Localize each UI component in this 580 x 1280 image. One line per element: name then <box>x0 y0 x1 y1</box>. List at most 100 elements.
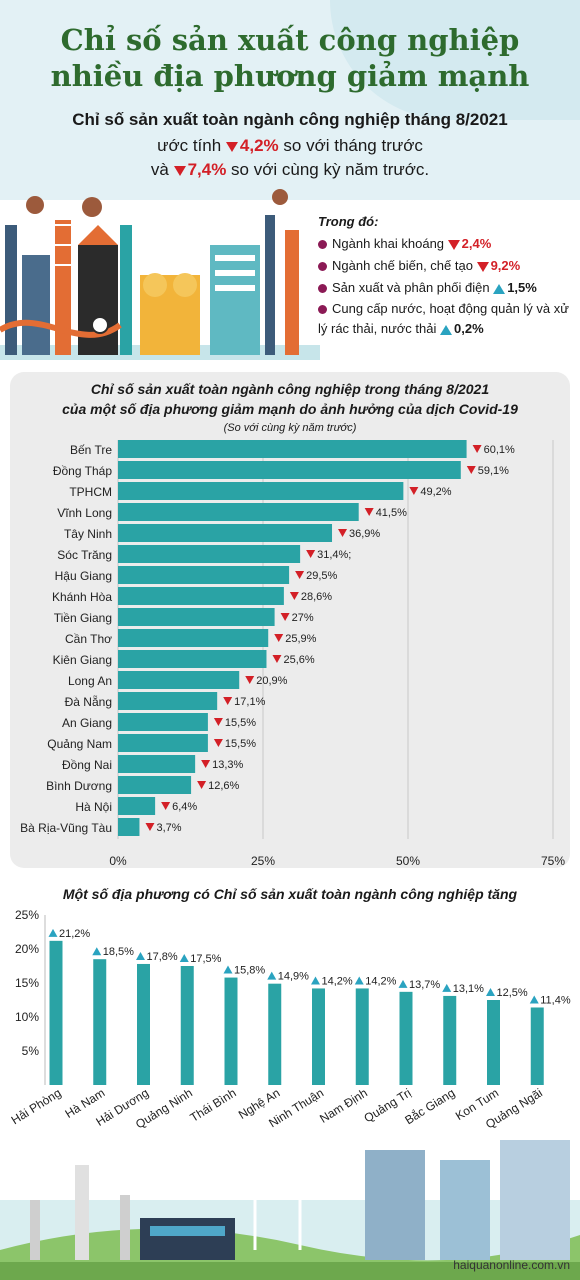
y-tick-label: 5% <box>22 1044 40 1058</box>
y-tick-label: 10% <box>15 1010 39 1024</box>
data-label: 28,6% <box>301 591 332 603</box>
decrease-arrow-icon <box>173 165 186 176</box>
decrease-arrow-icon <box>338 529 348 537</box>
bar <box>268 983 282 1085</box>
summary-heading: Chỉ số sản xuất toàn ngành công nghiệp t… <box>72 110 508 129</box>
category-label: Bình Dương <box>46 779 112 793</box>
category-label: Long An <box>68 674 112 688</box>
data-label: 36,9% <box>349 528 380 540</box>
decline-bar-chart: 0% 25% 50% 75% Bến Tre 60,1% Đồng Tháp 59,1% TPH… <box>20 440 565 868</box>
x-tick-label: 50% <box>396 854 420 868</box>
data-label: 31,4%; <box>317 549 351 561</box>
increase-arrow-icon <box>48 928 58 937</box>
increase-arrow-icon <box>440 324 452 335</box>
page-title-line1: Chỉ số sản xuất công nghiệp <box>60 23 520 57</box>
source-url: haiquanonline.com.vn <box>453 1258 570 1272</box>
decrease-arrow-icon <box>197 781 207 789</box>
decrease-arrow-icon <box>447 239 460 250</box>
decrease-arrow-icon <box>245 676 255 684</box>
category-label: Quảng Nam <box>47 737 112 751</box>
factory-illustration <box>0 189 320 360</box>
data-label: 13,7% <box>409 979 440 991</box>
increase-arrow-icon <box>493 283 506 294</box>
decrease-arrow-icon <box>466 466 476 474</box>
category-label: Đồng Tháp <box>53 464 112 478</box>
bullet-icon <box>318 262 327 272</box>
y-tick-label: 20% <box>15 942 39 956</box>
increase-chart-title: Một số địa phương có Chỉ số sản xuất toà… <box>62 886 518 902</box>
bar <box>118 503 359 521</box>
increase-arrow-icon <box>486 988 495 996</box>
data-label: 13,3% <box>212 759 243 771</box>
increase-arrow-icon <box>223 965 233 974</box>
decrease-arrow-icon <box>472 445 482 453</box>
category-label: Kiên Giang <box>53 653 112 667</box>
bar <box>224 977 238 1085</box>
category-label: Hải Phòng <box>9 1086 64 1128</box>
bar <box>487 1000 500 1085</box>
data-label: 15,8% <box>234 965 265 977</box>
category-label: Bến Tre <box>70 443 112 457</box>
increase-arrow-icon <box>311 976 320 985</box>
increase-arrow-icon <box>529 995 539 1004</box>
decrease-arrow-icon <box>161 802 171 810</box>
category-label: Nam Định <box>317 1086 370 1126</box>
decline-chart-subtitle: của một số địa phương giảm mạnh do ảnh h… <box>62 401 518 417</box>
bar <box>137 963 150 1085</box>
increase-arrow-icon <box>92 947 102 956</box>
category-label: Cần Thơ <box>65 632 112 646</box>
decrease-arrow-icon <box>280 613 290 621</box>
bar <box>530 1007 544 1085</box>
bullet-icon <box>318 284 327 294</box>
city-illustration <box>0 1140 580 1280</box>
category-label: Hậu Giang <box>55 569 112 583</box>
industry-breakdown: Trong đó: Ngành khai khoáng 2,4% Ngành c… <box>318 214 573 339</box>
category-label: Đồng Nai <box>62 758 112 772</box>
data-label: 12,6% <box>208 780 239 792</box>
bar <box>49 940 63 1085</box>
decrease-arrow-icon <box>213 718 223 726</box>
increase-arrow-icon <box>354 976 364 985</box>
bar <box>118 755 196 773</box>
category-label: Bà Rịa-Vũng Tàu <box>20 821 112 835</box>
data-label: 17,5% <box>190 953 221 965</box>
data-label: 11,4% <box>540 994 571 1006</box>
data-label: 14,9% <box>278 971 309 983</box>
bar <box>118 566 290 584</box>
category-label: TPHCM <box>69 485 112 499</box>
breakdown-heading: Trong đó: <box>318 214 379 229</box>
x-tick-label: 75% <box>541 854 565 868</box>
data-label: 49,2% <box>420 486 451 498</box>
bar <box>118 713 208 731</box>
data-label: 59,1% <box>478 465 509 477</box>
bar <box>118 482 404 500</box>
x-tick-label: 25% <box>251 854 275 868</box>
data-label: 17,1% <box>234 696 265 708</box>
y-tick-label: 25% <box>15 908 39 922</box>
data-label: 18,5% <box>103 946 134 958</box>
bullet-icon <box>318 305 327 315</box>
decrease-arrow-icon <box>409 487 419 495</box>
increase-arrow-icon <box>136 951 145 960</box>
decrease-arrow-icon <box>213 739 223 747</box>
data-label: 60,1% <box>484 444 515 456</box>
decrease-arrow-icon <box>306 550 316 558</box>
data-label: 29,5% <box>306 570 337 582</box>
breakdown-item: Cung cấp nước, hoạt động quản lý và xử l… <box>318 301 569 336</box>
bar <box>118 545 301 563</box>
bar <box>118 671 240 689</box>
data-label: 25,9% <box>285 633 316 645</box>
summary-line-month: ước tính 4,2% so với tháng trước <box>157 136 423 155</box>
decrease-arrow-icon <box>476 261 489 272</box>
bar <box>180 966 194 1085</box>
data-label: 20,9% <box>256 675 287 687</box>
increase-arrow-icon <box>398 979 408 988</box>
data-label: 25,6% <box>283 654 314 666</box>
decrease-arrow-icon <box>295 571 305 579</box>
x-tick-label: 0% <box>109 854 127 868</box>
bar <box>399 991 413 1085</box>
breakdown-item: Ngành khai khoáng 2,4% <box>318 233 573 255</box>
bar <box>118 629 269 647</box>
bar <box>118 524 333 542</box>
category-label: Tây Ninh <box>64 527 112 541</box>
